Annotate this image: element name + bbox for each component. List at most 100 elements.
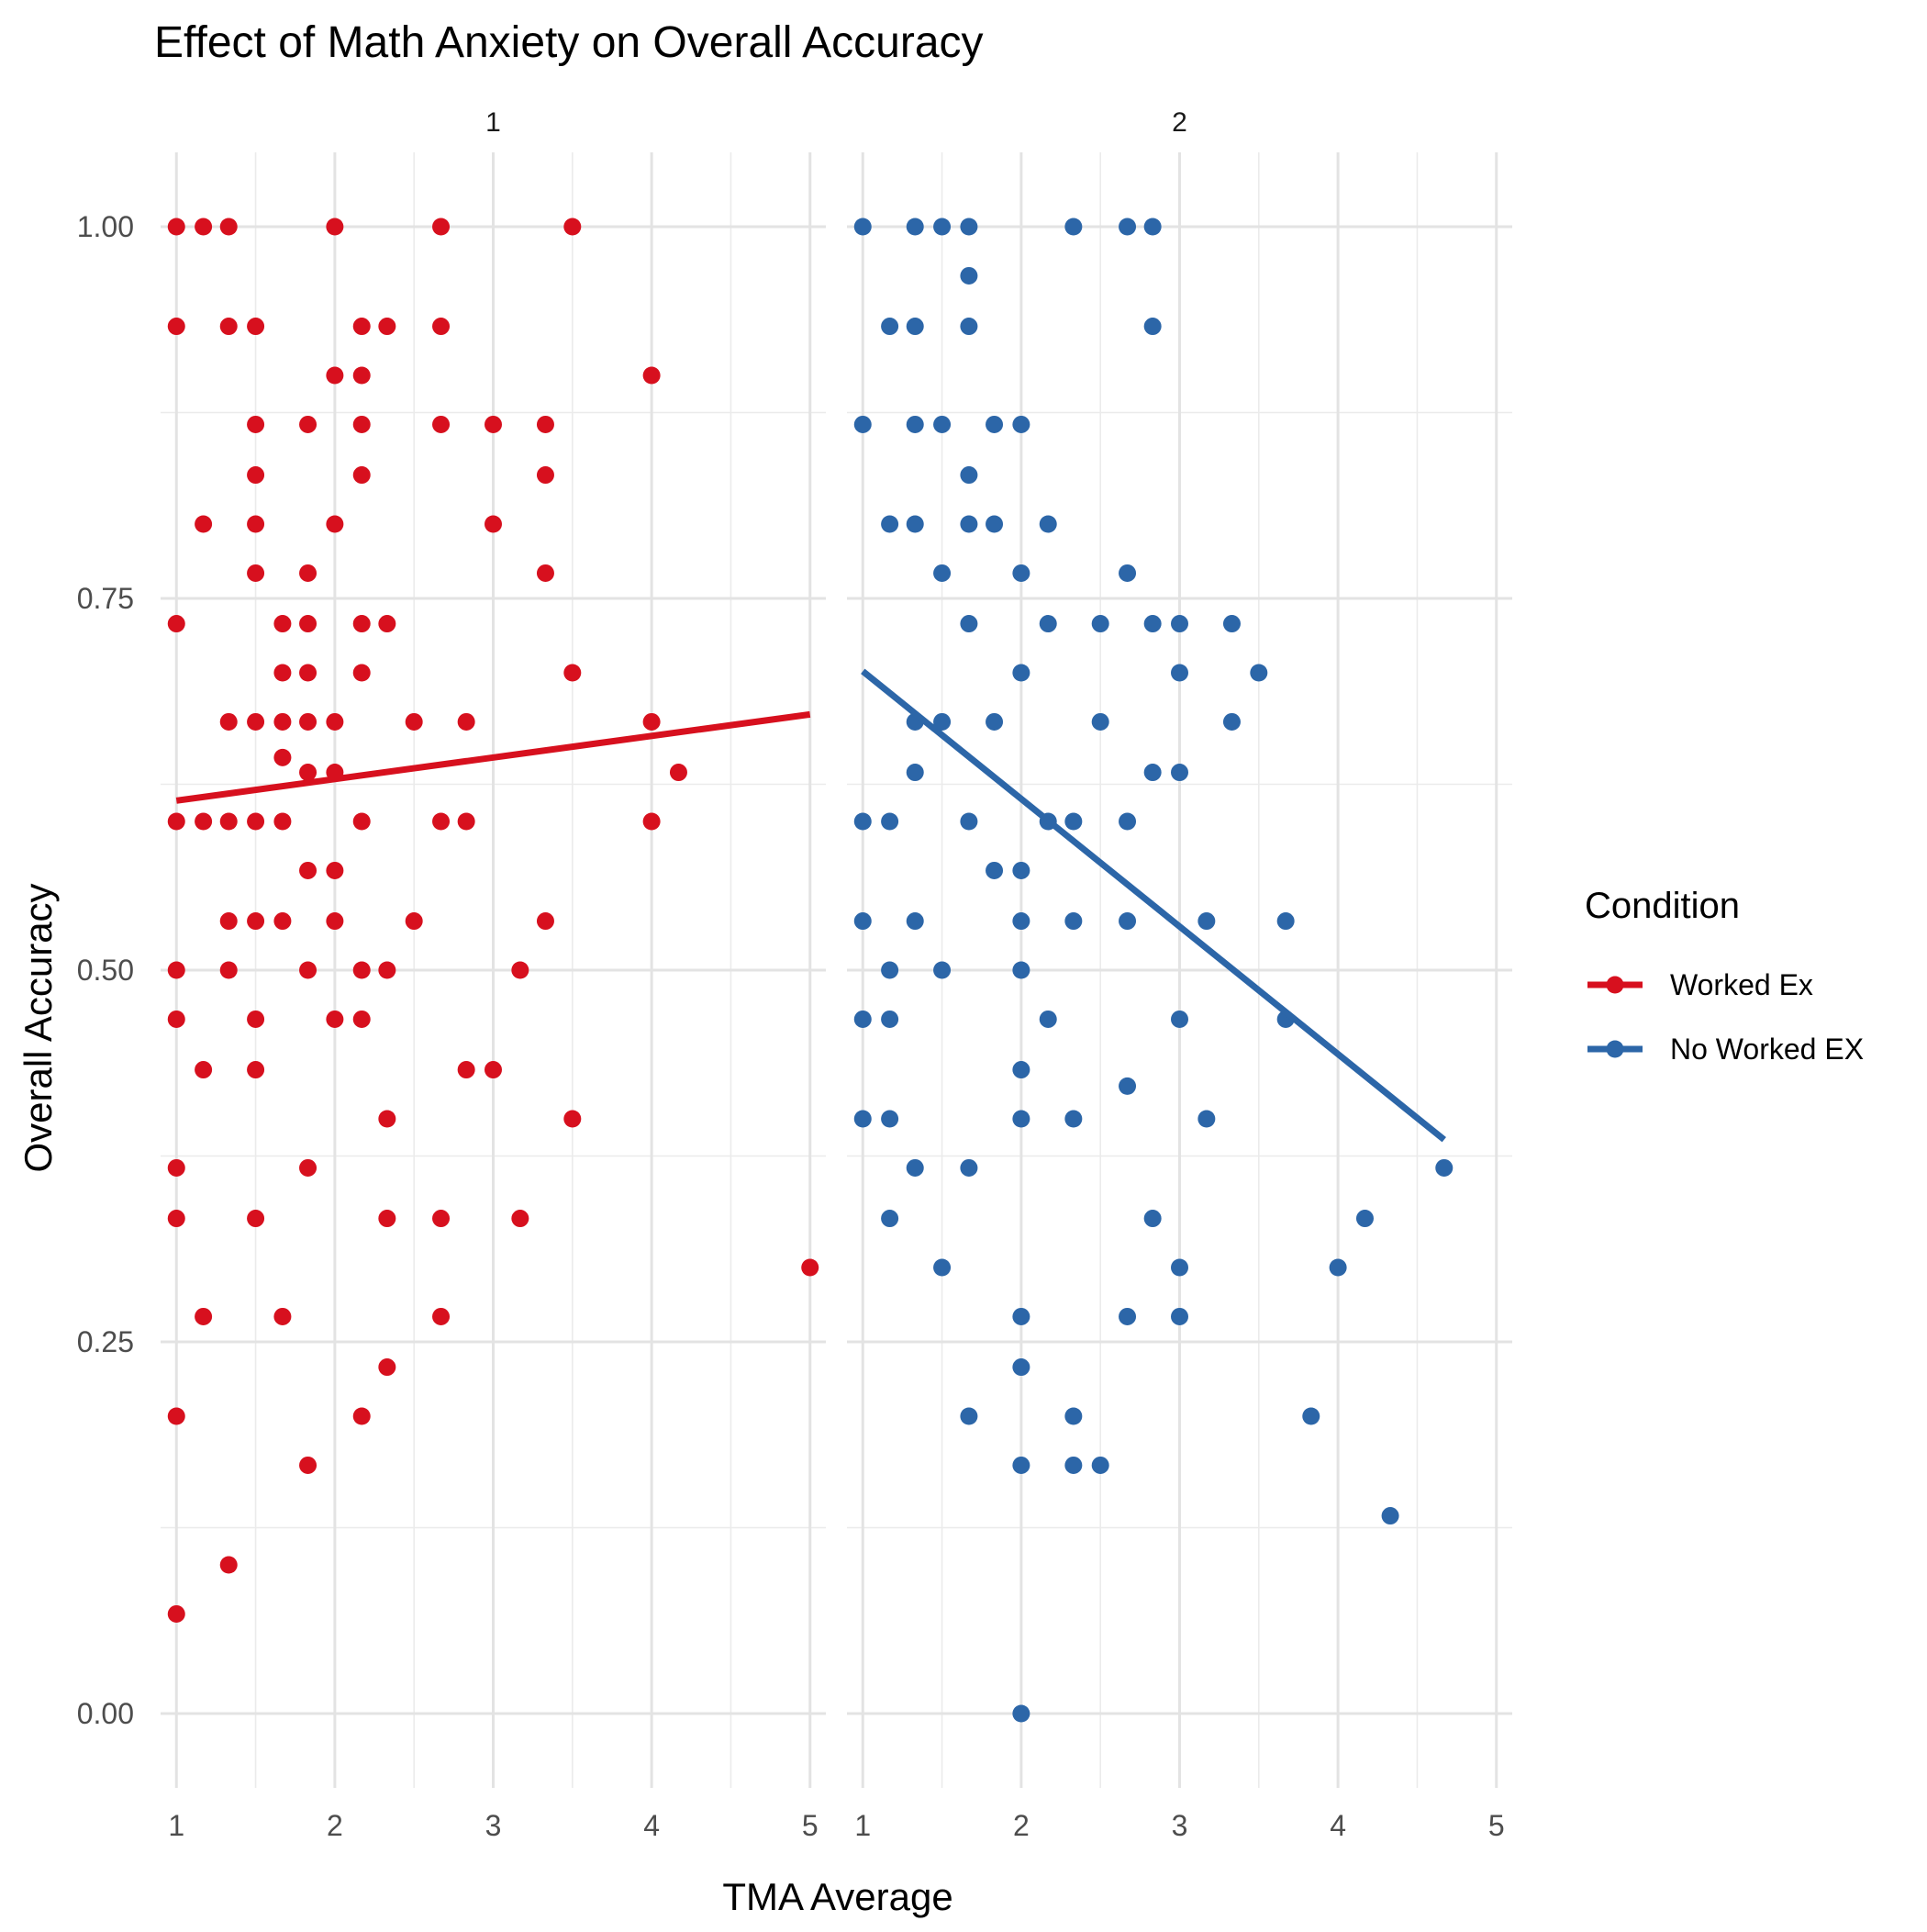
- legend-label: Worked Ex: [1670, 968, 1813, 1001]
- data-point: [1171, 764, 1188, 782]
- data-point: [960, 318, 978, 336]
- data-point: [906, 318, 924, 336]
- data-point: [881, 515, 899, 533]
- legend-key-point: [1606, 1040, 1624, 1058]
- data-point: [1222, 615, 1241, 633]
- data-point: [960, 515, 978, 533]
- data-point: [511, 961, 529, 979]
- data-point: [669, 764, 687, 782]
- data-point: [485, 415, 502, 433]
- data-point: [1276, 912, 1295, 931]
- data-point: [1381, 1507, 1399, 1525]
- x-tick-label: 1: [854, 1809, 871, 1842]
- data-point: [1091, 1456, 1109, 1474]
- x-tick-label: 3: [485, 1809, 502, 1842]
- data-point: [1091, 712, 1109, 731]
- data-point: [326, 366, 344, 385]
- data-point: [167, 615, 185, 633]
- panels-layer: 1 1 2 3 4 5 0.00 0.25 0.50 0.75 1.00 2 1 2 3 4 5: [77, 107, 1512, 1842]
- data-point: [642, 366, 661, 385]
- data-point: [326, 712, 344, 731]
- data-point: [432, 415, 451, 433]
- data-point: [326, 861, 344, 879]
- data-point: [378, 961, 396, 979]
- data-point: [1302, 1407, 1320, 1425]
- data-point: [299, 1158, 317, 1177]
- data-point: [219, 712, 238, 731]
- data-point: [986, 415, 1004, 433]
- data-point: [1012, 1110, 1030, 1128]
- y-tick-label: 0.00: [77, 1697, 134, 1730]
- data-point: [273, 615, 292, 633]
- data-point: [933, 712, 952, 731]
- data-point: [432, 218, 451, 236]
- data-point: [352, 615, 371, 633]
- data-point: [1064, 812, 1083, 831]
- data-point: [933, 415, 952, 433]
- data-point: [273, 1307, 292, 1325]
- data-point: [1171, 615, 1188, 633]
- data-point: [960, 1407, 978, 1425]
- x-tick-label: 4: [1330, 1809, 1346, 1842]
- y-tick-label: 0.50: [77, 954, 134, 987]
- data-point: [1250, 664, 1268, 682]
- y-tick-label: 0.75: [77, 582, 134, 615]
- data-point: [352, 664, 371, 682]
- data-point: [167, 318, 185, 336]
- data-point: [906, 1158, 924, 1177]
- data-point: [273, 748, 292, 766]
- data-point: [1119, 1077, 1137, 1095]
- y-tick-label: 0.25: [77, 1325, 134, 1358]
- data-point: [247, 515, 265, 533]
- data-point: [167, 1010, 185, 1028]
- data-point: [1171, 664, 1188, 682]
- data-point: [195, 812, 213, 831]
- data-point: [247, 1061, 265, 1079]
- data-point: [432, 318, 451, 336]
- data-point: [1355, 1210, 1374, 1228]
- x-tick-label: 4: [643, 1809, 660, 1842]
- data-point: [1039, 515, 1057, 533]
- data-point: [1064, 1110, 1083, 1128]
- data-point: [219, 218, 238, 236]
- x-tick-label: 2: [1013, 1809, 1030, 1842]
- data-point: [881, 1110, 899, 1128]
- data-point: [906, 764, 924, 782]
- data-point: [536, 466, 554, 485]
- data-point: [167, 1210, 185, 1228]
- data-point: [195, 1061, 213, 1079]
- data-point: [432, 1210, 451, 1228]
- data-point: [536, 912, 554, 931]
- data-point: [352, 415, 371, 433]
- data-point: [378, 1210, 396, 1228]
- data-point: [167, 218, 185, 236]
- data-point: [1064, 218, 1083, 236]
- data-point: [299, 764, 317, 782]
- data-point: [195, 218, 213, 236]
- data-point: [1012, 912, 1030, 931]
- legend: Condition Worked Ex No Worked EX: [1585, 886, 1864, 1066]
- data-point: [906, 415, 924, 433]
- data-point: [986, 861, 1004, 879]
- data-point: [378, 615, 396, 633]
- legend-key-point: [1606, 976, 1624, 994]
- x-axis-label: TMA Average: [722, 1875, 952, 1918]
- data-point: [195, 1307, 213, 1325]
- data-point: [1197, 1110, 1216, 1128]
- data-point: [1119, 564, 1137, 582]
- legend-label: No Worked EX: [1670, 1033, 1864, 1066]
- data-point: [219, 812, 238, 831]
- data-point: [933, 961, 952, 979]
- data-point: [1064, 912, 1083, 931]
- data-point: [960, 466, 978, 485]
- data-point: [906, 218, 924, 236]
- data-point: [1222, 712, 1241, 731]
- data-point: [1012, 1704, 1030, 1723]
- data-point: [1012, 1307, 1030, 1325]
- data-point: [273, 812, 292, 831]
- x-tick-label: 2: [327, 1809, 343, 1842]
- data-point: [1171, 1307, 1188, 1325]
- data-point: [299, 664, 317, 682]
- data-point: [299, 1456, 317, 1474]
